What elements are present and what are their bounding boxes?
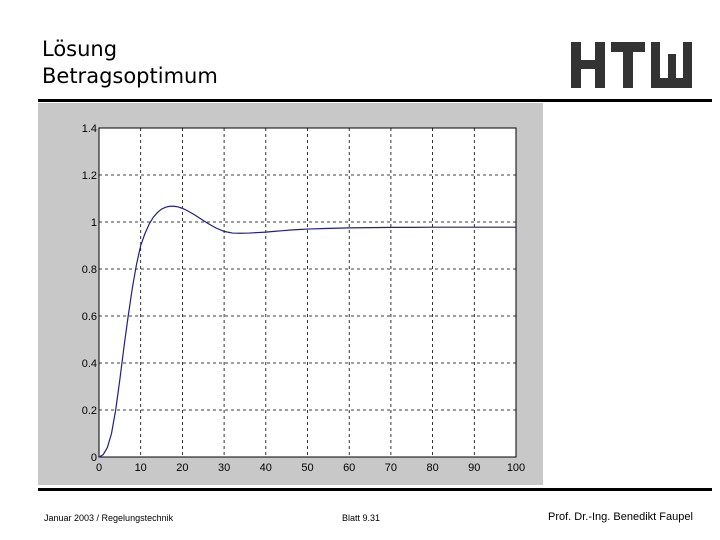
- title-line-topic: Betragsoptimum: [42, 64, 218, 88]
- x-tick-label: 30: [218, 462, 230, 474]
- y-tick-label: 1.2: [82, 170, 97, 182]
- header-rule: [38, 99, 712, 102]
- x-tick-label: 50: [301, 462, 313, 474]
- footer-date-course: Januar 2003 / Regelungstechnik: [44, 513, 174, 523]
- footer-author: Prof. Dr.-Ing. Benedikt Faupel: [548, 511, 693, 523]
- x-tick-label: 80: [426, 462, 438, 474]
- x-tick-label: 10: [135, 462, 147, 474]
- y-tick-label: 1.4: [82, 123, 97, 135]
- title-line-solution: Lösung: [42, 37, 118, 61]
- htw-logo: [571, 42, 692, 88]
- footer-rule: [38, 488, 712, 491]
- y-tick-label: 0: [91, 452, 97, 464]
- slide-title: Lösung Betragsoptimum: [42, 36, 218, 90]
- x-tick-label: 0: [96, 462, 102, 474]
- axes-box: [98, 127, 517, 458]
- x-tick-label: 90: [468, 462, 480, 474]
- y-tick-label: 0.4: [82, 358, 97, 370]
- y-tick-label: 0.2: [82, 405, 97, 417]
- x-tick-label: 60: [343, 462, 355, 474]
- y-tick-label: 1: [91, 217, 97, 229]
- y-tick-label: 0.8: [82, 264, 97, 276]
- y-tick-label: 0.6: [82, 311, 97, 323]
- x-tick-label: 100: [507, 462, 525, 474]
- x-tick-label: 20: [176, 462, 188, 474]
- step-response-line: [98, 205, 516, 458]
- x-tick-label: 70: [385, 462, 397, 474]
- x-tick-label: 40: [260, 462, 272, 474]
- footer-page-number: Blatt 9.31: [342, 513, 381, 523]
